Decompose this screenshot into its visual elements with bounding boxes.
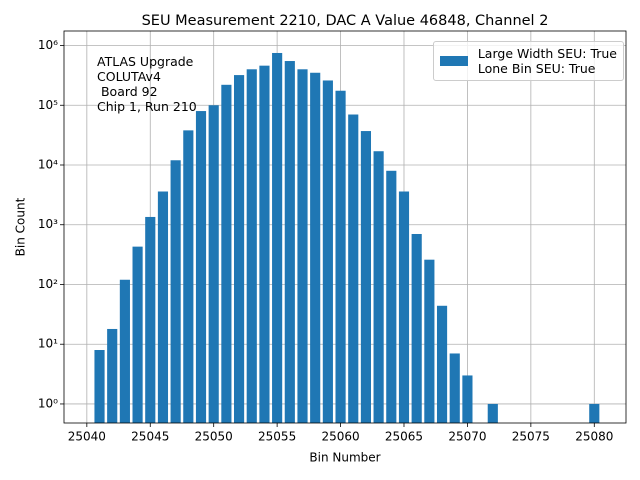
x-axis-label: Bin Number bbox=[309, 451, 380, 465]
bar bbox=[157, 191, 169, 423]
legend-swatch bbox=[439, 56, 468, 66]
x-tick-label: 25080 bbox=[575, 430, 613, 444]
y-tick-label: 10³ bbox=[38, 217, 58, 231]
bar bbox=[145, 216, 156, 423]
bar bbox=[107, 328, 118, 423]
bar bbox=[221, 84, 232, 423]
y-tick-label: 10⁶ bbox=[38, 38, 58, 52]
x-tick-label: 25070 bbox=[448, 430, 486, 444]
legend-label: Large Width SEU: True Lone Bin SEU: True bbox=[477, 46, 617, 76]
bar bbox=[195, 111, 207, 423]
bar bbox=[310, 72, 321, 423]
y-tick-label: 10¹ bbox=[38, 337, 58, 351]
bar bbox=[386, 170, 397, 423]
bar bbox=[259, 65, 270, 424]
bar bbox=[462, 375, 473, 423]
bar bbox=[373, 151, 384, 423]
bar bbox=[424, 259, 435, 423]
y-tick-label: 10⁰ bbox=[38, 396, 58, 410]
x-tick-label: 25045 bbox=[131, 430, 169, 444]
bar bbox=[411, 233, 422, 423]
bar bbox=[132, 246, 143, 423]
x-tick-label: 25055 bbox=[258, 430, 296, 444]
bar bbox=[360, 131, 372, 424]
x-tick-label: 25060 bbox=[321, 430, 359, 444]
chart-title: SEU Measurement 2210, DAC A Value 46848,… bbox=[142, 13, 549, 29]
bar bbox=[297, 69, 308, 423]
bar bbox=[208, 105, 219, 424]
bar bbox=[94, 350, 105, 423]
x-tick-label: 25050 bbox=[195, 430, 233, 444]
x-tick-label: 25065 bbox=[385, 430, 423, 444]
plot-frame bbox=[63, 30, 627, 424]
annotation: ATLAS Upgrade COLUTAv4 Board 92 Chip 1, … bbox=[97, 54, 197, 114]
bar bbox=[398, 191, 410, 423]
bar bbox=[233, 75, 245, 423]
x-tick-label: 25040 bbox=[68, 430, 106, 444]
bar bbox=[589, 403, 600, 423]
bar bbox=[335, 90, 346, 423]
y-tick-label: 10⁵ bbox=[38, 98, 58, 112]
bar bbox=[487, 403, 498, 423]
bar bbox=[272, 52, 283, 423]
y-axis-label: Bin Count bbox=[14, 197, 28, 256]
bar bbox=[436, 305, 448, 423]
x-tick-label: 25075 bbox=[512, 430, 550, 444]
bar bbox=[284, 61, 295, 423]
bar bbox=[119, 279, 130, 423]
y-tick-label: 10² bbox=[38, 277, 58, 291]
bar bbox=[183, 130, 194, 424]
bar bbox=[170, 160, 181, 423]
y-tick-label: 10⁴ bbox=[38, 157, 58, 171]
bar bbox=[449, 353, 460, 423]
bar bbox=[322, 80, 333, 423]
bar bbox=[348, 114, 359, 423]
bar bbox=[246, 69, 257, 423]
legend: Large Width SEU: True Lone Bin SEU: True bbox=[432, 41, 624, 81]
